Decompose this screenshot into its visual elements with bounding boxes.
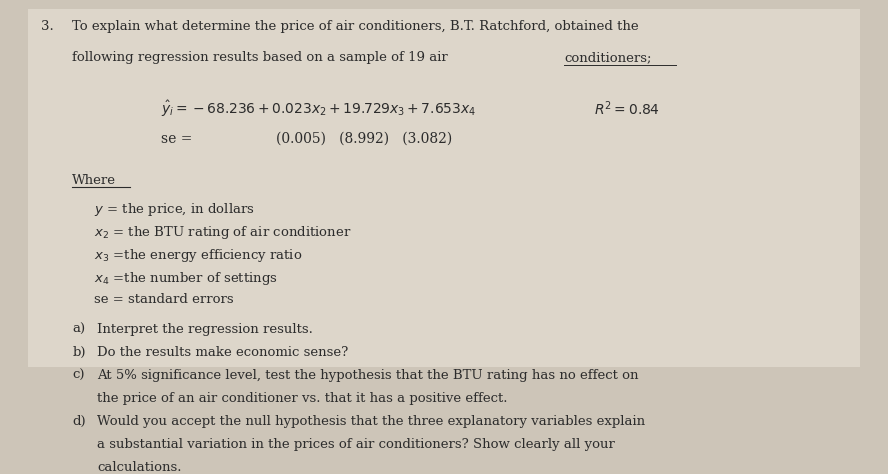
Text: $x_2$ = the BTU rating of air conditioner: $x_2$ = the BTU rating of air conditione… [94, 224, 352, 241]
Text: 3.: 3. [41, 20, 54, 33]
Text: conditioners;: conditioners; [565, 51, 652, 64]
Text: At 5% significance level, test the hypothesis that the BTU rating has no effect : At 5% significance level, test the hypot… [97, 369, 638, 382]
Text: To explain what determine the price of air conditioners, B.T. Ratchford, obtaine: To explain what determine the price of a… [72, 20, 638, 33]
Text: Would you accept the null hypothesis that the three explanatory variables explai: Would you accept the null hypothesis tha… [97, 415, 645, 428]
Text: Where: Where [72, 174, 116, 187]
Text: se =: se = [161, 132, 192, 146]
Text: following regression results based on a sample of 19 air: following regression results based on a … [72, 51, 452, 64]
Text: a): a) [72, 323, 85, 337]
Text: $x_3$ =the energy efficiency ratio: $x_3$ =the energy efficiency ratio [94, 247, 303, 264]
Text: d): d) [72, 415, 86, 428]
Text: $\hat{y}_i = -68.236 + 0.023x_{2_{\!}} + 19.729x_{3_{\!}} + 7.653x_{4_{\!}}$: $\hat{y}_i = -68.236 + 0.023x_{2_{\!}} +… [161, 99, 476, 118]
Text: the price of an air conditioner vs. that it has a positive effect.: the price of an air conditioner vs. that… [97, 392, 508, 405]
Text: Do the results make economic sense?: Do the results make economic sense? [97, 346, 348, 359]
Text: $x_4$ =the number of settings: $x_4$ =the number of settings [94, 270, 278, 287]
Text: $R^2 = 0.84$: $R^2 = 0.84$ [594, 99, 661, 118]
Text: a substantial variation in the prices of air conditioners? Show clearly all your: a substantial variation in the prices of… [97, 438, 614, 451]
Text: $y$ = the price, in dollars: $y$ = the price, in dollars [94, 201, 255, 218]
Text: b): b) [72, 346, 86, 359]
FancyBboxPatch shape [28, 9, 860, 366]
Text: Interpret the regression results.: Interpret the regression results. [97, 323, 313, 337]
Text: (0.005)   (8.992)   (3.082): (0.005) (8.992) (3.082) [276, 132, 452, 146]
Text: calculations.: calculations. [97, 461, 181, 474]
Text: c): c) [72, 369, 84, 382]
Text: se = standard errors: se = standard errors [94, 293, 234, 307]
